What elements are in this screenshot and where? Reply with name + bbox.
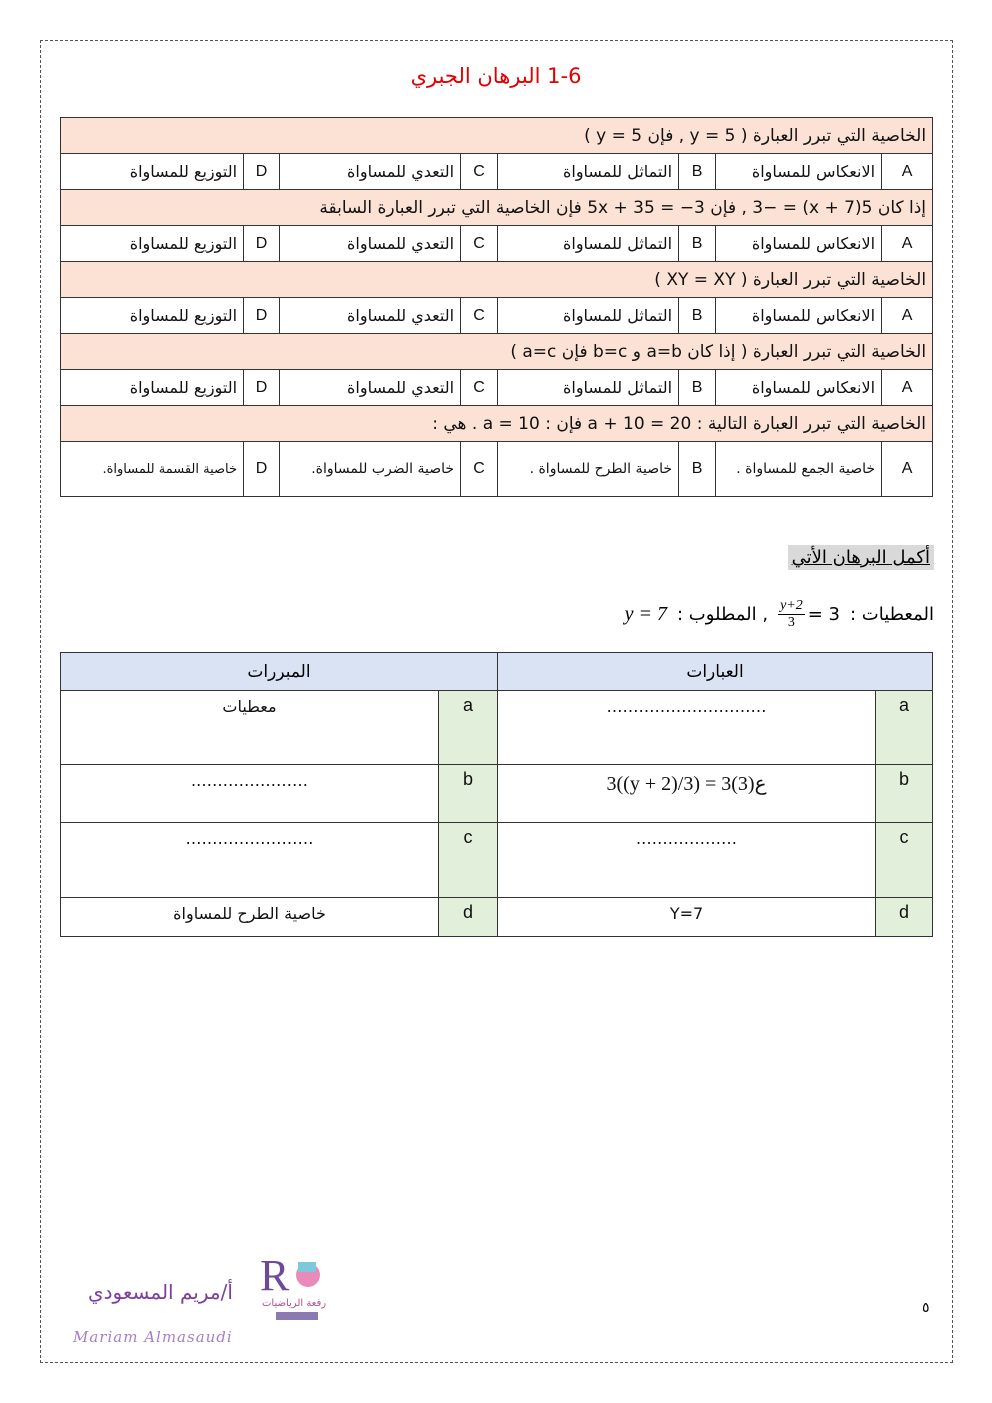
reason-letter: d <box>438 897 498 937</box>
question-text: الخاصية التي تبرر العبارة التالية : a + … <box>59 405 934 442</box>
reason-cell[interactable]: معطيات <box>60 690 439 765</box>
option-letter-a[interactable]: A <box>881 153 934 190</box>
option-c[interactable]: التعدي للمساواة <box>279 225 462 262</box>
question-row: الخاصية التي تبرر العبارة التالية : a + … <box>59 405 934 442</box>
option-letter-c[interactable]: C <box>460 441 499 497</box>
option-a[interactable]: الانعكاس للمساواة <box>715 153 883 190</box>
options-row: A الانعكاس للمساواة B التماثل للمساواة C التع… <box>59 369 934 406</box>
statement-cell[interactable]: ………………………… <box>496 690 877 765</box>
option-letter-b[interactable]: B <box>678 225 717 262</box>
numerator: y+2 <box>778 598 805 615</box>
logo: R رفعة الرياضيات <box>258 1250 338 1322</box>
question-text: الخاصية التي تبرر العبارة ( XY = XY ) <box>59 261 934 298</box>
option-letter-c[interactable]: C <box>460 153 499 190</box>
option-letter-d[interactable]: D <box>243 225 281 262</box>
option-letter-c[interactable]: C <box>460 225 499 262</box>
option-letter-b[interactable]: B <box>678 297 717 334</box>
option-letter-c[interactable]: C <box>460 369 499 406</box>
proof-heading: أكمل البرهان الأتي <box>787 545 934 570</box>
option-b[interactable]: التماثل للمساواة <box>497 297 680 334</box>
multiple-choice-table: الخاصية التي تبرر العبارة ( y = 5 , فإن … <box>59 117 934 497</box>
option-b[interactable]: التماثل للمساواة <box>497 225 680 262</box>
option-d[interactable]: التوزيع للمساواة <box>59 297 245 334</box>
option-d[interactable]: التوزيع للمساواة <box>59 369 245 406</box>
option-letter-a[interactable]: A <box>881 225 934 262</box>
statement-letter: b <box>875 764 934 823</box>
question-row: الخاصية التي تبرر العبارة ( XY = XY ) <box>59 261 934 298</box>
reason-letter: c <box>438 822 498 898</box>
given-fraction: y+2 3 <box>778 598 805 631</box>
proof-table: العبارات المبررات a………………………… a معطيات b 3((… <box>60 652 934 937</box>
author-english: Mariam Almasaudi <box>73 1328 233 1346</box>
option-letter-d[interactable]: D <box>243 153 281 190</box>
statement-cell[interactable]: 3((y + 2)/3) = 3(3)ع <box>496 764 877 823</box>
option-b[interactable]: خاصية الطرح للمساواة . <box>497 441 680 497</box>
reasons-header: المبررات <box>60 652 498 691</box>
statement-letter: d <box>875 897 934 937</box>
question-row: إذا كان 5(x + 7) = −3 , فإن 5x + 35 = −3… <box>59 189 934 226</box>
reason-letter: b <box>438 764 498 823</box>
page-border <box>40 40 953 1363</box>
proof-row: a………………………… a معطيات <box>60 690 934 765</box>
statement-cell[interactable]: ………………. <box>496 822 877 898</box>
question-row: الخاصية التي تبرر العبارة ( y = 5 , فإن … <box>59 117 934 154</box>
author-arabic: أ/مريم المسعودي <box>88 1280 233 1304</box>
reason-cell[interactable]: خاصية الطرح للمساواة <box>60 897 439 937</box>
option-a[interactable]: خاصية الجمع للمساواة . <box>715 441 883 497</box>
svg-text:رفعة الرياضيات: رفعة الرياضيات <box>262 1298 326 1309</box>
option-letter-d[interactable]: D <box>243 441 281 497</box>
option-letter-a[interactable]: A <box>881 441 934 497</box>
statement-cell[interactable]: Y=7 <box>496 897 877 937</box>
option-letter-b[interactable]: B <box>678 153 717 190</box>
reason-cell[interactable]: …………………… <box>60 822 439 898</box>
page-number: ٥ <box>922 1300 930 1316</box>
given-rhs: = 3 <box>807 604 840 625</box>
option-a[interactable]: الانعكاس للمساواة <box>715 297 883 334</box>
denominator: 3 <box>787 615 795 630</box>
question-text: الخاصية التي تبرر العبارة ( y = 5 , فإن … <box>59 117 934 154</box>
statement-letter: a <box>875 690 934 765</box>
option-letter-a[interactable]: A <box>881 369 934 406</box>
proof-row: d Y=7 d خاصية الطرح للمساواة <box>60 897 934 937</box>
required-value: y = 7 <box>624 603 667 625</box>
given-label: المعطيات : <box>850 604 934 625</box>
statements-header: العبارات <box>496 652 934 691</box>
options-row: A الانعكاس للمساواة B التماثل للمساواة C التع… <box>59 297 934 334</box>
question-row: الخاصية التي تبرر العبارة ( إذا كان a=b … <box>59 333 934 370</box>
option-a[interactable]: الانعكاس للمساواة <box>715 369 883 406</box>
options-row: A خاصية الجمع للمساواة . B خاصية الطرح للمس… <box>59 441 934 497</box>
svg-text:R: R <box>260 1251 290 1300</box>
option-letter-b[interactable]: B <box>678 369 717 406</box>
option-a[interactable]: الانعكاس للمساواة <box>715 225 883 262</box>
reason-cell[interactable]: …………………. <box>60 764 439 823</box>
option-c[interactable]: التعدي للمساواة <box>279 369 462 406</box>
option-letter-d[interactable]: D <box>243 297 281 334</box>
given-line: المعطيات : y+2 3 = 3 , المطلوب : y = 7 <box>625 598 934 631</box>
question-text: إذا كان 5(x + 7) = −3 , فإن 5x + 35 = −3… <box>59 189 934 226</box>
options-row: A الانعكاس للمساواة B التماثل للمساواة C التع… <box>59 153 934 190</box>
option-letter-b[interactable]: B <box>678 441 717 497</box>
option-letter-a[interactable]: A <box>881 297 934 334</box>
proof-row: b 3((y + 2)/3) = 3(3)ع b…………………. <box>60 764 934 823</box>
option-d[interactable]: التوزيع للمساواة <box>59 153 245 190</box>
option-c[interactable]: التعدي للمساواة <box>279 297 462 334</box>
option-d[interactable]: خاصية القسمة للمساواة. <box>59 441 245 497</box>
option-letter-d[interactable]: D <box>243 369 281 406</box>
option-c[interactable]: التعدي للمساواة <box>279 153 462 190</box>
options-row: A الانعكاس للمساواة B التماثل للمساواة C التع… <box>59 225 934 262</box>
page-title: 1-6 البرهان الجبري <box>410 64 582 88</box>
question-text: الخاصية التي تبرر العبارة ( إذا كان a=b … <box>59 333 934 370</box>
option-b[interactable]: التماثل للمساواة <box>497 369 680 406</box>
option-letter-c[interactable]: C <box>460 297 499 334</box>
option-c[interactable]: خاصية الضرب للمساواة. <box>279 441 462 497</box>
option-b[interactable]: التماثل للمساواة <box>497 153 680 190</box>
proof-row: c………………. c…………………… <box>60 822 934 898</box>
reason-letter: a <box>438 690 498 765</box>
option-d[interactable]: التوزيع للمساواة <box>59 225 245 262</box>
statement-letter: c <box>875 822 934 898</box>
required-label: , المطلوب : <box>676 604 769 625</box>
